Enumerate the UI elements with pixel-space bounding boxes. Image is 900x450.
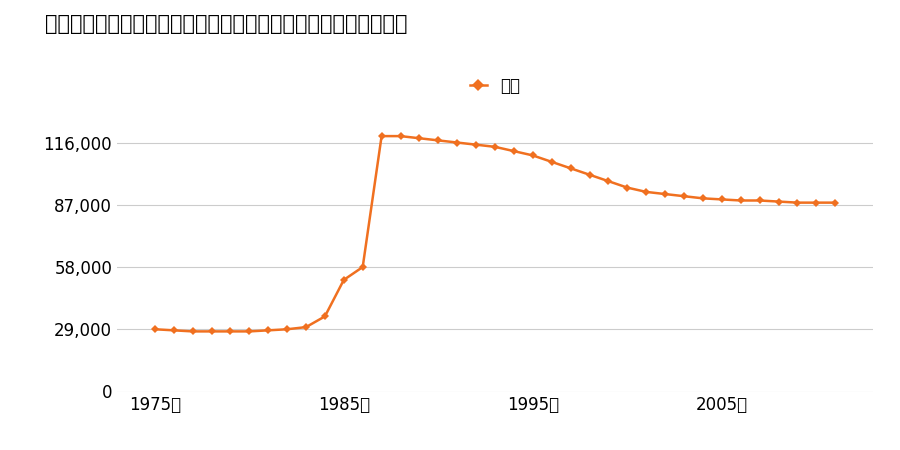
価格 — [206, 328, 217, 334]
価格 — [754, 198, 765, 203]
価格 — [263, 328, 274, 333]
価格 — [338, 277, 349, 283]
価格 — [792, 200, 803, 205]
Line: 価格: 価格 — [152, 133, 838, 334]
価格 — [282, 327, 292, 332]
価格 — [546, 159, 557, 165]
価格 — [168, 328, 179, 333]
価格 — [301, 324, 311, 330]
価格 — [830, 200, 841, 205]
価格 — [244, 328, 255, 334]
価格 — [376, 133, 387, 139]
価格 — [357, 264, 368, 270]
価格 — [471, 142, 482, 148]
価格 — [679, 194, 689, 199]
価格 — [527, 153, 538, 158]
Legend: 価格: 価格 — [464, 71, 526, 102]
価格 — [565, 166, 576, 171]
価格 — [811, 200, 822, 205]
価格 — [698, 196, 708, 201]
価格 — [773, 199, 784, 204]
価格 — [584, 172, 595, 177]
価格 — [508, 148, 519, 154]
価格 — [225, 328, 236, 334]
価格 — [414, 135, 425, 141]
価格 — [149, 327, 160, 332]
価格 — [433, 138, 444, 143]
価格 — [716, 197, 727, 202]
価格 — [490, 144, 500, 149]
価格 — [603, 179, 614, 184]
価格 — [452, 140, 463, 145]
価格 — [622, 185, 633, 190]
価格 — [660, 191, 670, 197]
価格 — [320, 314, 330, 319]
価格 — [735, 198, 746, 203]
価格 — [641, 189, 652, 194]
価格 — [187, 328, 198, 334]
価格 — [395, 133, 406, 139]
Text: 愛知県豊川市豊川町本野ケ原１番７０ほか６筆の一部の地価推移: 愛知県豊川市豊川町本野ケ原１番７０ほか６筆の一部の地価推移 — [45, 14, 408, 33]
